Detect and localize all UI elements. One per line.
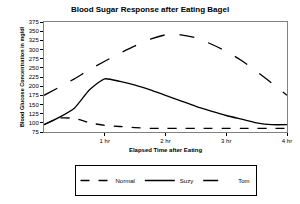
svg-text:225: 225	[29, 74, 40, 80]
svg-text:150: 150	[29, 102, 40, 108]
svg-text:250: 250	[29, 65, 40, 71]
svg-text:325: 325	[29, 37, 40, 43]
svg-text:Normal: Normal	[116, 178, 135, 184]
svg-text:175: 175	[29, 92, 40, 98]
svg-text:Elapsed Time after Eating: Elapsed Time after Eating	[129, 147, 203, 153]
svg-text:3 hr: 3 hr	[221, 138, 231, 144]
svg-text:350: 350	[29, 28, 40, 34]
svg-text:2 hr: 2 hr	[160, 138, 170, 144]
svg-text:1 hr: 1 hr	[100, 138, 110, 144]
svg-text:Blood Glucose Concentration in: Blood Glucose Concentration in mg/dl	[19, 26, 25, 127]
svg-text:275: 275	[29, 56, 40, 62]
svg-text:300: 300	[29, 47, 40, 53]
svg-text:Tom: Tom	[238, 178, 249, 184]
svg-text:4 hr: 4 hr	[282, 138, 292, 144]
svg-text:Suzy: Suzy	[180, 178, 193, 184]
svg-text:Blood Sugar Response after Eat: Blood Sugar Response after Eating Bagel	[71, 5, 229, 14]
svg-text:100: 100	[29, 120, 40, 126]
svg-text:375: 375	[29, 19, 40, 25]
svg-text:125: 125	[29, 111, 40, 117]
svg-text:200: 200	[29, 83, 40, 89]
svg-text:75: 75	[32, 129, 39, 135]
